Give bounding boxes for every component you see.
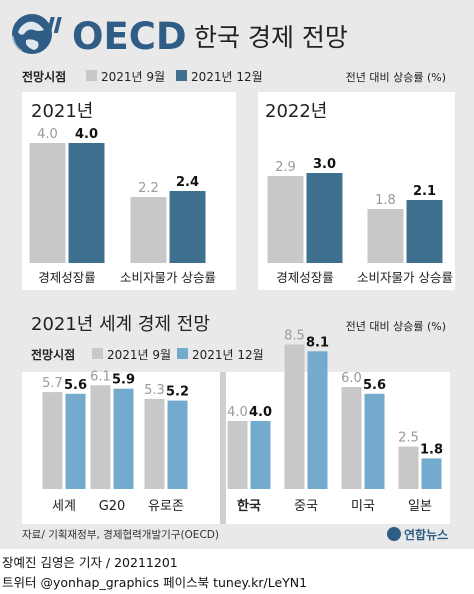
bar-2021-1-0	[130, 197, 167, 263]
legend-swatch-dec-bottom	[177, 348, 188, 359]
bar-world-1-1	[113, 388, 134, 489]
social-line: 트위터 @yonhap_graphics 페이스북 tuney.kr/LeYN1	[2, 575, 308, 590]
bar-world-2-1	[167, 400, 188, 489]
oecd-bars-icon	[46, 17, 62, 33]
legend-swatch-sept-bottom	[92, 348, 103, 359]
korea-separator	[220, 372, 226, 524]
bar-2021-0-0	[29, 143, 66, 263]
category-label-2021-1: 소비자물가 상승률	[120, 270, 216, 285]
bar-2021-1-1	[169, 191, 206, 263]
value-label-world-0-0: 5.7	[42, 376, 63, 391]
value-label-world-4-0: 8.5	[284, 329, 305, 344]
value-label-2022-1-1: 2.1	[413, 184, 436, 199]
value-label-2021-1-0: 2.2	[138, 181, 159, 196]
page-title: 한국 경제 전망	[194, 23, 348, 52]
unit-label: 전년 대비 상승률 (%)	[346, 71, 446, 84]
panel-2021-title: 2021년	[31, 101, 93, 122]
value-label-world-5-0: 6.0	[341, 371, 362, 386]
bar-2021-0-1	[68, 143, 105, 263]
bar-world-4-0	[284, 344, 305, 489]
chart-canvas: OECD 한국 경제 전망 전망시점 2021년 9월 2021년 12월 전년…	[12, 14, 455, 542]
value-label-world-3-0: 4.0	[227, 405, 248, 420]
category-label-world-6: 일본	[408, 499, 432, 514]
value-label-world-5-1: 5.6	[363, 378, 386, 393]
category-label-world-4: 중국	[294, 499, 318, 514]
value-label-2022-0-0: 2.9	[275, 160, 296, 175]
bar-world-6-0	[398, 446, 419, 489]
world-title: 2021년 세계 경제 전망	[31, 314, 210, 335]
bar-world-6-1	[421, 458, 442, 489]
value-label-world-6-1: 1.8	[420, 442, 443, 457]
footer: 장예진 김영은 기자 / 20211201 트위터 @yonhap_graphi…	[0, 549, 474, 594]
value-label-world-3-1: 4.0	[249, 405, 272, 420]
bar-world-3-0	[227, 421, 248, 489]
category-label-world-0: 세계	[52, 499, 76, 514]
bar-world-4-1	[307, 351, 328, 489]
bar-world-0-1	[65, 393, 86, 489]
value-label-world-1-0: 6.1	[90, 369, 111, 384]
category-label-2021-0: 경제성장률	[38, 270, 96, 285]
bar-2022-0-1	[306, 173, 343, 263]
bar-world-5-1	[364, 393, 385, 489]
bar-world-0-0	[42, 392, 63, 489]
value-label-world-2-0: 5.3	[144, 383, 165, 398]
yonhap-logo-icon	[387, 527, 401, 541]
category-label-world-3: 한국	[237, 498, 261, 514]
bar-2022-0-0	[267, 176, 304, 263]
value-label-2021-0-0: 4.0	[37, 127, 58, 142]
globe-icon	[12, 14, 52, 54]
value-label-2021-1-1: 2.4	[176, 175, 199, 190]
bars-2021: 4.0 4.0 경제성장률 2.2 2.4 소비자물가 상승률	[29, 127, 216, 285]
yonhap-logo: 연합뉴스	[387, 527, 448, 542]
legend-swatch-dec	[176, 70, 187, 81]
category-label-2022-0: 경제성장률	[276, 270, 334, 285]
value-label-2022-1-0: 1.8	[375, 193, 396, 208]
category-label-world-1: G20	[99, 499, 126, 514]
legend-dec-label: 2021년 12월	[191, 70, 263, 84]
bar-world-5-0	[341, 387, 362, 489]
category-label-2022-1: 소비자물가 상승률	[357, 270, 453, 285]
value-label-world-2-1: 5.2	[166, 385, 189, 400]
bar-world-2-0	[144, 398, 165, 489]
value-label-2021-0-1: 4.0	[75, 127, 98, 142]
bar-2022-1-1	[406, 200, 443, 263]
value-label-2022-0-1: 3.0	[313, 157, 336, 172]
unit-label-bottom: 전년 대비 상승률 (%)	[346, 320, 446, 333]
value-label-world-6-0: 2.5	[398, 431, 419, 446]
panel-2022-title: 2022년	[265, 101, 327, 122]
oecd-logo-text: OECD	[72, 15, 187, 58]
legend-swatch-sept	[86, 70, 97, 81]
legend-label: 전망시점	[22, 69, 66, 84]
yonhap-logo-text: 연합뉴스	[404, 527, 448, 542]
legend-dec-label-bottom: 2021년 12월	[192, 348, 264, 362]
legend-label-bottom: 전망시점	[31, 347, 75, 362]
category-label-world-5: 미국	[351, 499, 375, 514]
value-label-world-0-1: 5.6	[64, 378, 87, 393]
bar-2022-1-0	[367, 209, 404, 263]
bar-world-3-1	[250, 421, 271, 489]
bar-world-1-0	[90, 385, 111, 489]
value-label-world-1-1: 5.9	[112, 373, 135, 388]
source-text: 자료/ 기획재정부, 경제협력개발기구(OECD)	[22, 528, 219, 541]
category-label-world-2: 유로존	[148, 499, 184, 514]
legend-sept-label: 2021년 9월	[101, 70, 165, 84]
value-label-world-4-1: 8.1	[306, 335, 329, 350]
bars-2022: 2.9 3.0 경제성장률 1.8 2.1 소비자물가 상승률	[267, 157, 453, 285]
byline: 장예진 김영은 기자 / 20211201	[2, 555, 178, 570]
legend-sept-label-bottom: 2021년 9월	[107, 348, 171, 362]
